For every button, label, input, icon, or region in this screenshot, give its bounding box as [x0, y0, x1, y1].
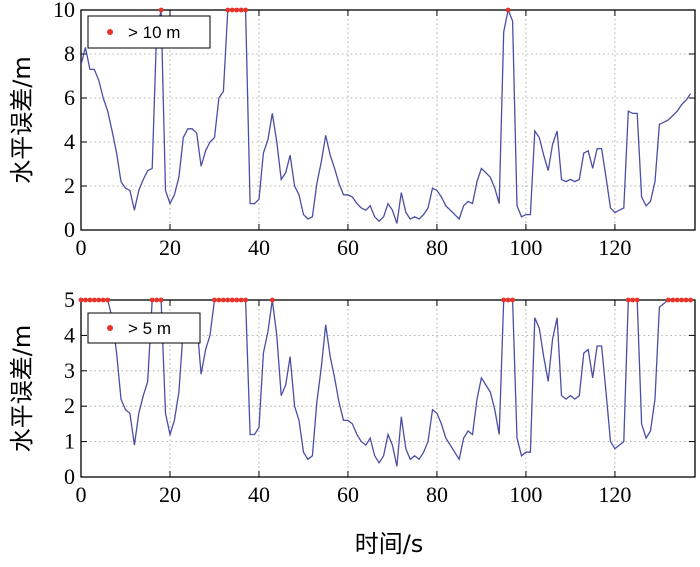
- threshold-marker: [229, 297, 235, 303]
- y-tick-label: 0: [64, 464, 75, 489]
- threshold-marker: [154, 297, 160, 303]
- y-tick-label: 2: [64, 173, 75, 198]
- y-tick-label: 8: [64, 41, 75, 66]
- error-series-line: [81, 9, 692, 224]
- threshold-marker: [149, 297, 155, 303]
- legend: > 5 m: [87, 312, 201, 344]
- chart-panel-2: 0 20 40 60 80 100 120 0 1 2 3 4 5 水平误差/m > 5 m: [8, 287, 696, 507]
- y-axis-label: 水平误差/m: [8, 325, 36, 452]
- threshold-marker: [229, 7, 235, 13]
- x-tick-label: 0: [76, 482, 87, 507]
- x-tick-label: 100: [509, 482, 542, 507]
- threshold-marker: [220, 297, 226, 303]
- threshold-marker: [100, 297, 106, 303]
- legend-marker: [107, 325, 113, 331]
- threshold-marker: [225, 7, 231, 13]
- chart-panel-1: 0 20 40 60 80 100 120 0 2 4 6 8 10 水平误差/m > 10 m: [8, 0, 696, 260]
- x-tick-label: 20: [159, 482, 181, 507]
- legend-label: > 5 m: [128, 319, 171, 338]
- plot-frame: [80, 9, 696, 231]
- threshold-marker: [665, 297, 671, 303]
- y-tick-label: 4: [64, 129, 75, 154]
- threshold-marker: [630, 297, 636, 303]
- y-tick-label: 6: [64, 85, 75, 110]
- y-tick-label: 1: [64, 429, 75, 454]
- threshold-marker: [625, 297, 631, 303]
- threshold-marker: [674, 297, 680, 303]
- plot-frame: [80, 299, 696, 478]
- threshold-marker: [679, 297, 685, 303]
- threshold-marker: [505, 297, 511, 303]
- legend-box: [87, 312, 201, 344]
- threshold-marker: [683, 297, 689, 303]
- threshold-marker: [212, 297, 217, 303]
- threshold-marker: [243, 297, 249, 303]
- x-axis-label: 时间/s: [355, 530, 424, 558]
- threshold-marker: [510, 297, 515, 303]
- threshold-marker: [78, 297, 84, 303]
- threshold-marker: [505, 7, 511, 13]
- x-tick-label: 60: [337, 482, 359, 507]
- threshold-marker: [216, 297, 222, 303]
- x-tick-label: 0: [76, 235, 87, 260]
- threshold-marker: [238, 297, 244, 303]
- legend-marker: [107, 29, 113, 35]
- legend-label: > 10 m: [128, 23, 180, 42]
- threshold-marker: [269, 297, 275, 303]
- threshold-marker: [225, 297, 231, 303]
- y-tick-label: 0: [64, 217, 75, 242]
- threshold-marker: [158, 297, 164, 303]
- threshold-marker: [158, 7, 164, 13]
- y-tick-label: 5: [64, 287, 75, 312]
- legend: > 10 m: [87, 15, 211, 49]
- x-tick-label: 80: [426, 235, 448, 260]
- y-axis-label: 水平误差/m: [8, 56, 36, 183]
- threshold-marker: [96, 297, 102, 303]
- x-tick-label: 100: [509, 235, 542, 260]
- x-tick-label: 40: [248, 235, 270, 260]
- x-tick-label: 120: [598, 235, 631, 260]
- y-tick-label: 3: [64, 358, 75, 383]
- threshold-marker: [105, 297, 111, 303]
- x-tick-label: 20: [159, 235, 181, 260]
- threshold-marker: [238, 7, 244, 13]
- x-tick-label: 40: [248, 482, 270, 507]
- x-tick-label: 120: [598, 482, 631, 507]
- y-tick-label: 10: [53, 0, 75, 22]
- y-tick-label: 2: [64, 393, 75, 418]
- threshold-marker: [501, 297, 507, 303]
- x-tick-label: 80: [426, 482, 448, 507]
- threshold-marker: [234, 297, 240, 303]
- threshold-marker: [634, 297, 640, 303]
- threshold-marker: [91, 297, 97, 303]
- threshold-marker: [688, 297, 693, 303]
- y-tick-label: 4: [64, 322, 75, 347]
- threshold-marker: [243, 7, 249, 13]
- threshold-marker: [87, 297, 93, 303]
- threshold-marker: [83, 297, 88, 303]
- threshold-marker: [670, 297, 676, 303]
- threshold-marker: [234, 7, 240, 13]
- x-tick-label: 60: [337, 235, 359, 260]
